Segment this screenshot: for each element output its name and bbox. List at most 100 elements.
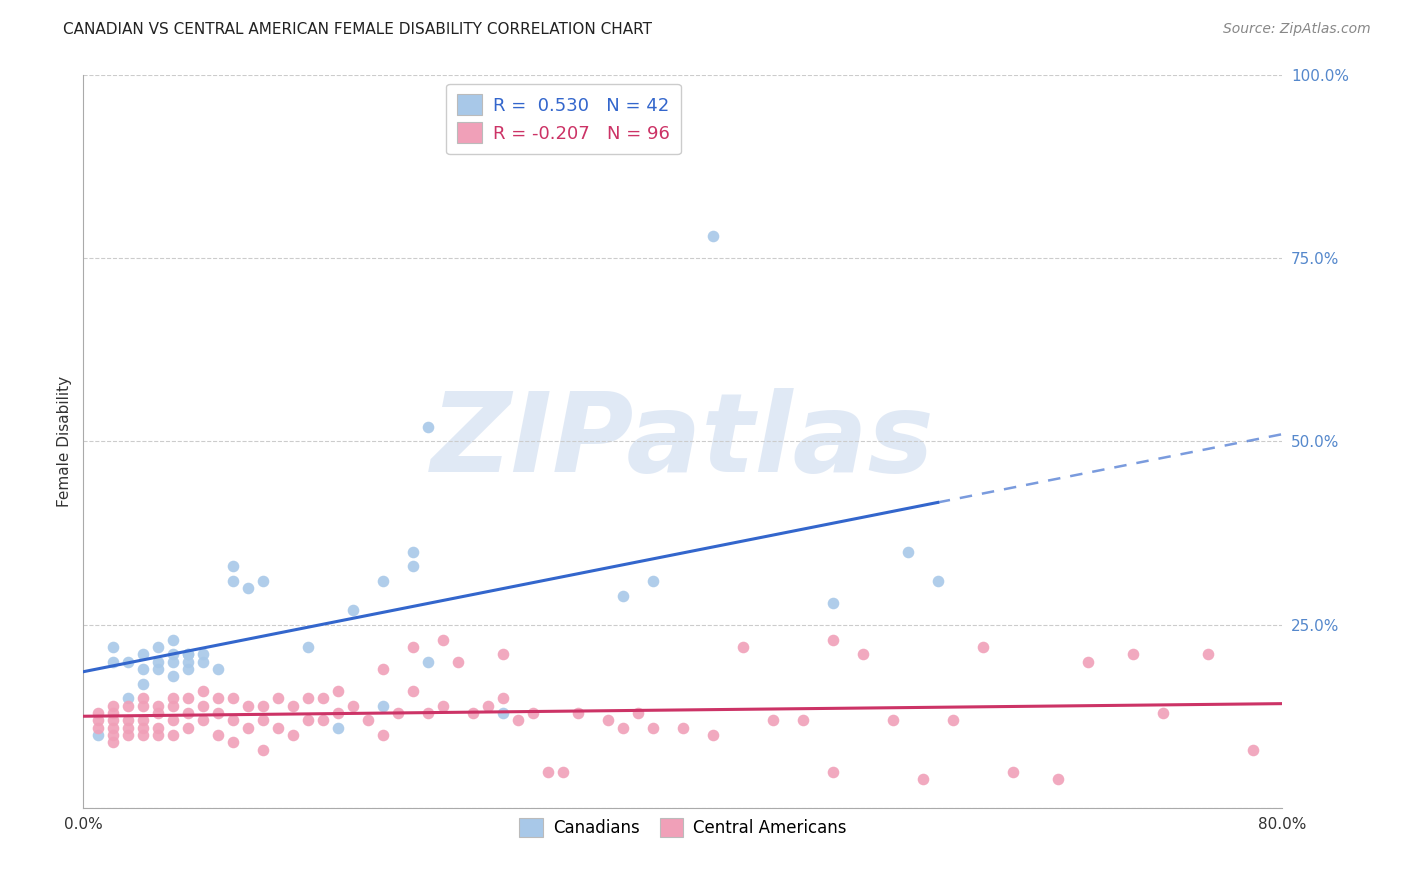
Point [297, 714, 319, 728]
Point [252, 714, 274, 728]
Point [87, 706, 110, 720]
Point [702, 229, 724, 244]
Point [1241, 743, 1264, 757]
Point [132, 648, 155, 662]
Point [103, 698, 125, 713]
Point [897, 544, 920, 558]
Point [972, 640, 994, 654]
Point [87, 714, 110, 728]
Point [103, 706, 125, 720]
Point [177, 655, 200, 669]
Point [148, 655, 170, 669]
Point [402, 640, 425, 654]
Point [1046, 772, 1069, 786]
Point [193, 655, 215, 669]
Point [87, 721, 110, 735]
Point [177, 662, 200, 676]
Point [148, 662, 170, 676]
Point [87, 728, 110, 742]
Point [641, 574, 664, 588]
Point [132, 714, 155, 728]
Point [297, 691, 319, 706]
Point [222, 691, 245, 706]
Point [371, 728, 394, 742]
Point [402, 559, 425, 574]
Point [342, 698, 364, 713]
Point [506, 714, 529, 728]
Point [432, 698, 454, 713]
Point [252, 574, 274, 588]
Point [281, 698, 304, 713]
Point [821, 632, 844, 647]
Point [222, 574, 245, 588]
Point [1152, 706, 1174, 720]
Point [103, 721, 125, 735]
Point [492, 691, 515, 706]
Point [162, 655, 184, 669]
Point [416, 655, 439, 669]
Point [702, 728, 724, 742]
Point [326, 706, 349, 720]
Point [852, 648, 875, 662]
Point [1077, 655, 1099, 669]
Text: CANADIAN VS CENTRAL AMERICAN FEMALE DISABILITY CORRELATION CHART: CANADIAN VS CENTRAL AMERICAN FEMALE DISA… [63, 22, 652, 37]
Point [1122, 648, 1144, 662]
Point [103, 714, 125, 728]
Point [612, 589, 634, 603]
Point [567, 706, 589, 720]
Point [103, 735, 125, 749]
Point [207, 662, 229, 676]
Point [416, 706, 439, 720]
Point [627, 706, 650, 720]
Point [148, 728, 170, 742]
Point [492, 648, 515, 662]
Point [252, 743, 274, 757]
Point [402, 684, 425, 698]
Point [222, 714, 245, 728]
Point [821, 596, 844, 610]
Point [447, 655, 470, 669]
Point [312, 691, 335, 706]
Point [207, 691, 229, 706]
Point [162, 648, 184, 662]
Point [762, 714, 785, 728]
Point [162, 632, 184, 647]
Point [193, 714, 215, 728]
Text: Source: ZipAtlas.com: Source: ZipAtlas.com [1223, 22, 1371, 37]
Point [117, 655, 139, 669]
Point [927, 574, 949, 588]
Point [162, 698, 184, 713]
Point [117, 691, 139, 706]
Point [297, 640, 319, 654]
Point [132, 728, 155, 742]
Point [371, 662, 394, 676]
Point [238, 698, 260, 713]
Point [1197, 648, 1219, 662]
Point [222, 735, 245, 749]
Point [551, 764, 574, 779]
Point [132, 662, 155, 676]
Point [416, 419, 439, 434]
Point [177, 721, 200, 735]
Point [222, 559, 245, 574]
Point [132, 691, 155, 706]
Point [387, 706, 409, 720]
Point [461, 706, 484, 720]
Point [103, 655, 125, 669]
Y-axis label: Female Disability: Female Disability [58, 376, 72, 507]
Point [537, 764, 560, 779]
Point [148, 640, 170, 654]
Point [641, 721, 664, 735]
Point [596, 714, 619, 728]
Point [326, 721, 349, 735]
Point [281, 728, 304, 742]
Point [911, 772, 934, 786]
Point [792, 714, 814, 728]
Point [117, 714, 139, 728]
Point [132, 721, 155, 735]
Point [522, 706, 544, 720]
Point [117, 698, 139, 713]
Point [238, 721, 260, 735]
Point [477, 698, 499, 713]
Legend: Canadians, Central Americans: Canadians, Central Americans [513, 812, 853, 844]
